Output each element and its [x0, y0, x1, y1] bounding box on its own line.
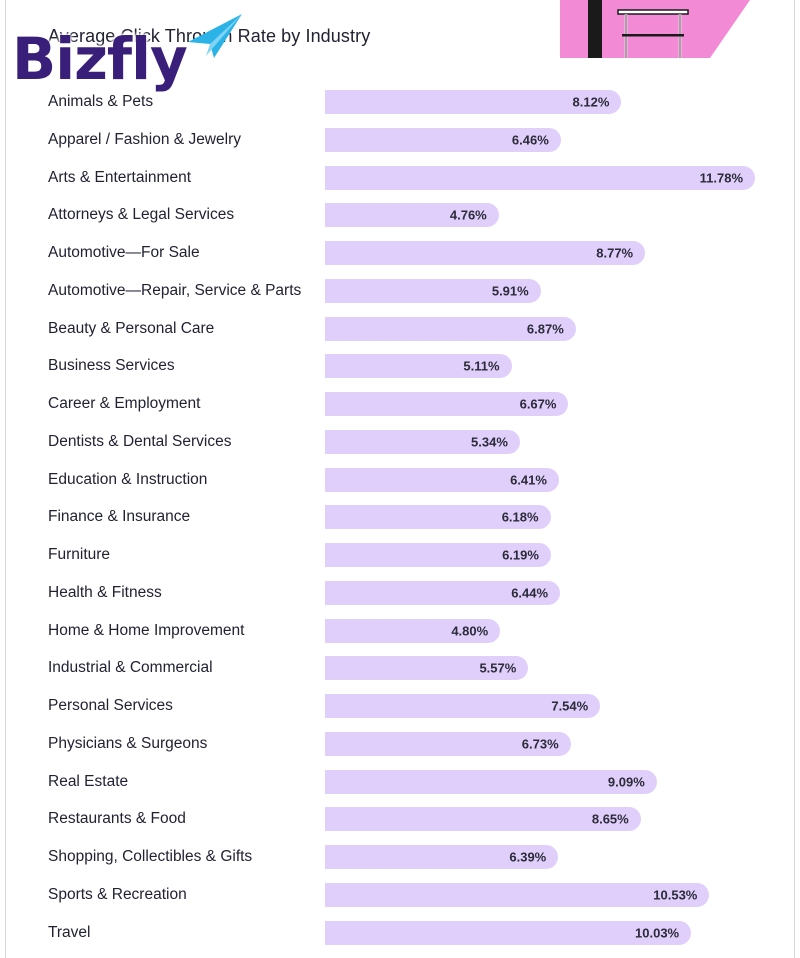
- category-label: Sports & Recreation: [48, 885, 187, 903]
- bar: [325, 354, 512, 379]
- bar-value-label: 10.53%: [653, 887, 698, 903]
- category-label: Health & Fitness: [48, 583, 162, 601]
- bar: [325, 845, 559, 869]
- category-label: Restaurants & Food: [48, 810, 186, 828]
- bar-value-label: 11.78%: [699, 170, 743, 185]
- bizfly-logo: Bizfly: [12, 12, 242, 107]
- bar: [325, 127, 561, 152]
- bar-value-label: 6.41%: [510, 472, 547, 487]
- category-label: Automotive—Repair, Service & Parts: [48, 281, 302, 299]
- category-label: Real Estate: [48, 772, 129, 790]
- category-label: Shopping, Collectibles & Gifts: [48, 848, 253, 865]
- bar-value-label: 6.73%: [521, 736, 559, 752]
- bar-value-label: 4.80%: [451, 623, 489, 638]
- bar: [325, 278, 541, 303]
- bar: [325, 882, 710, 907]
- bar-value-label: 6.87%: [526, 321, 564, 336]
- bar: [325, 165, 755, 190]
- category-label: Travel: [48, 923, 91, 941]
- category-label: Physicians & Surgeons: [48, 734, 208, 752]
- category-label: Personal Services: [48, 697, 173, 714]
- bar-value-label: 5.57%: [479, 660, 517, 676]
- bar-value-label: 6.67%: [519, 396, 557, 412]
- category-label: Career & Employment: [48, 395, 201, 412]
- bar: [325, 241, 646, 265]
- category-label: Dentists & Dental Services: [48, 432, 232, 450]
- header-illustration: [560, 0, 750, 58]
- bar-value-label: 8.12%: [572, 94, 610, 110]
- bar-value-label: 6.18%: [501, 509, 539, 525]
- bar: [325, 731, 571, 756]
- category-label: Business Services: [48, 357, 175, 375]
- category-label: Attorneys & Legal Services: [48, 206, 235, 224]
- bar: [325, 392, 569, 416]
- bar: [325, 656, 529, 681]
- category-label: Animals & Pets: [48, 93, 154, 110]
- bar-value-label: 8.77%: [596, 245, 634, 261]
- bar: [325, 580, 561, 605]
- bar-value-label: 5.34%: [471, 434, 508, 450]
- category-label: Finance & Insurance: [48, 508, 191, 526]
- category-label: Education & Instruction: [48, 470, 208, 488]
- category-label: Home & Home Improvement: [48, 621, 245, 639]
- bar-value-label: 4.76%: [449, 207, 487, 223]
- bar: [325, 694, 601, 718]
- category-label: Beauty & Personal Care: [48, 319, 215, 337]
- bar-value-label: 8.65%: [591, 811, 629, 827]
- category-label: Industrial & Commercial: [48, 659, 213, 677]
- category-label: Arts & Entertainment: [48, 168, 192, 186]
- bar: [325, 807, 641, 832]
- bar-value-label: 5.11%: [463, 358, 500, 374]
- paper-plane-icon: [188, 14, 242, 58]
- bar: [325, 618, 501, 643]
- bar-value-label: 10.03%: [635, 925, 680, 940]
- bar: [325, 203, 499, 228]
- category-label: Automotive—For Sale: [48, 244, 200, 261]
- bar: [325, 769, 657, 794]
- bar-value-label: 9.09%: [607, 774, 645, 789]
- bar-value-label: 6.44%: [511, 585, 549, 601]
- category-label: Apparel / Fashion & Jewelry: [48, 130, 241, 148]
- bar: [325, 920, 692, 945]
- bar-value-label: 6.46%: [511, 132, 549, 148]
- bar-value-label: 6.19%: [502, 547, 539, 563]
- bar: [325, 316, 576, 341]
- bar-value-label: 7.54%: [551, 698, 589, 714]
- logo-wordmark: Bizfly: [12, 25, 188, 93]
- bar: [325, 90, 622, 114]
- bar-value-label: 6.39%: [509, 849, 547, 865]
- bar: [325, 429, 520, 454]
- bar: [325, 467, 559, 492]
- bar-value-label: 5.91%: [491, 283, 529, 299]
- category-label: Furniture: [48, 546, 111, 563]
- bar: [325, 505, 551, 530]
- bar: [325, 543, 551, 567]
